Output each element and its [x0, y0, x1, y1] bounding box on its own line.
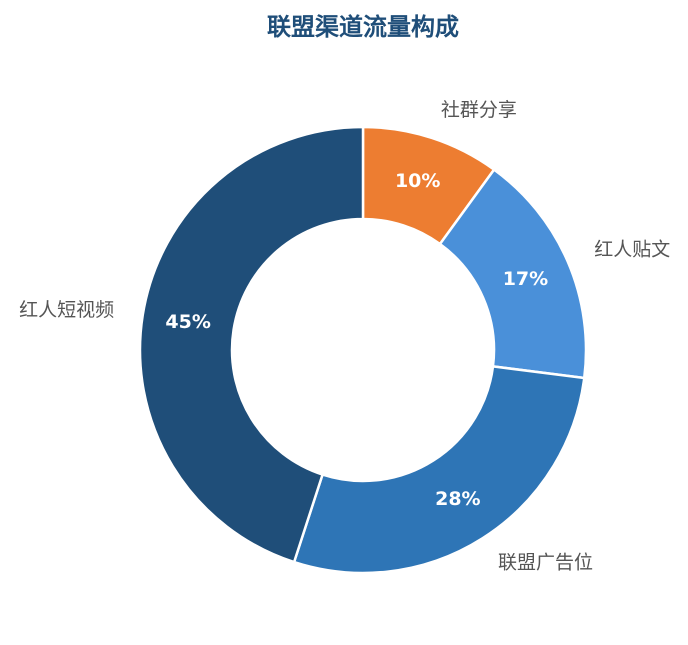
category-label: 联盟广告位	[498, 551, 593, 573]
category-label: 红人贴文	[594, 238, 670, 260]
value-label: 28%	[435, 488, 480, 510]
donut-slice	[138, 125, 365, 564]
category-label: 红人短视频	[19, 299, 114, 321]
value-label: 17%	[503, 268, 548, 290]
chart-title: 联盟渠道流量构成	[267, 13, 459, 41]
category-label: 社群分享	[441, 99, 517, 121]
value-label: 45%	[165, 311, 210, 333]
value-label: 10%	[395, 170, 440, 192]
donut-slice	[438, 167, 588, 380]
donut-slice	[292, 365, 586, 575]
